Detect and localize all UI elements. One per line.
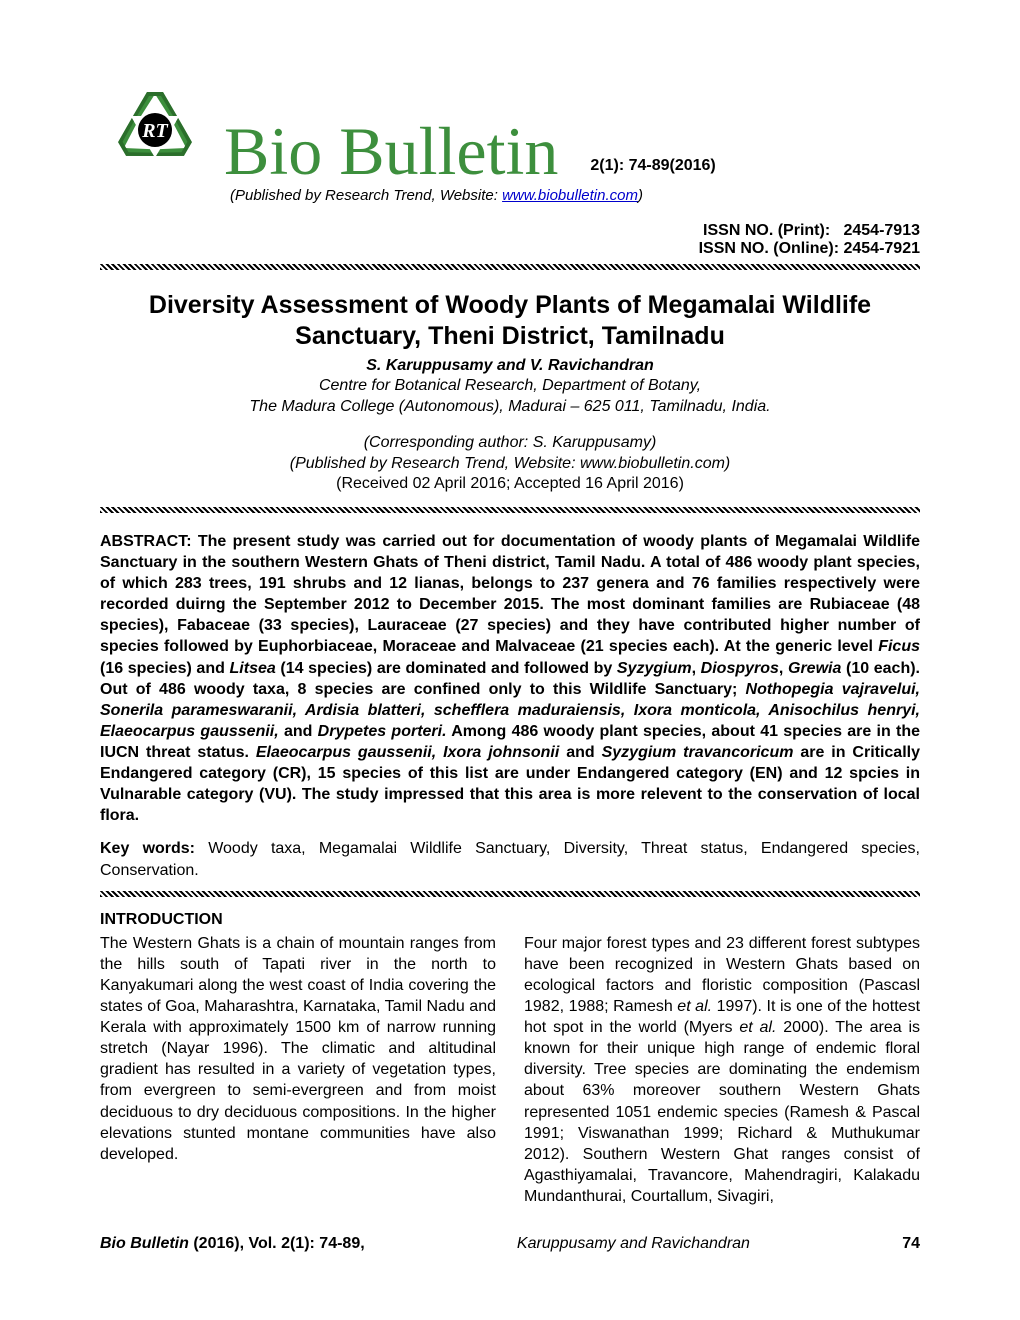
rule-bottom xyxy=(100,891,920,897)
journal-logo: RT xyxy=(100,80,210,185)
issn-block: ISSN NO. (Print): 2454-7913 ISSN NO. (On… xyxy=(100,222,920,258)
page: RT Bio Bulletin 2(1): 74-89(2016) (Publi… xyxy=(0,0,1020,1320)
publisher-suffix: ) xyxy=(638,187,643,204)
svg-text:RT: RT xyxy=(141,120,168,142)
issn-online-label: ISSN NO. (Online): xyxy=(699,240,839,257)
issn-print-label: ISSN NO. (Print): xyxy=(703,222,830,239)
body-columns: The Western Ghats is a chain of mountain… xyxy=(100,933,920,1207)
keywords-label: Key words: xyxy=(100,840,208,857)
introduction-heading: INTRODUCTION xyxy=(100,911,920,929)
footer-citation: Bio Bulletin (2016), Vol. 2(1): 74-89, xyxy=(100,1235,365,1253)
authors: S. Karuppusamy and V. Ravichandran xyxy=(100,357,920,375)
article-title: Diversity Assessment of Woody Plants of … xyxy=(100,290,920,353)
affiliation-line-1: Centre for Botanical Research, Departmen… xyxy=(100,375,920,397)
footer-page-number: 74 xyxy=(902,1235,920,1253)
issn-print: ISSN NO. (Print): 2454-7913 xyxy=(100,222,920,240)
rule-top xyxy=(100,264,920,270)
journal-title: Bio Bulletin xyxy=(224,117,558,185)
page-footer: Bio Bulletin (2016), Vol. 2(1): 74-89, K… xyxy=(100,1235,920,1253)
abstract-label: ABSTRACT: xyxy=(100,533,198,550)
journal-header: RT Bio Bulletin 2(1): 74-89(2016) xyxy=(100,80,920,185)
issn-online-value: 2454-7921 xyxy=(843,240,920,257)
rule-mid xyxy=(100,507,920,513)
abstract: ABSTRACT: The present study was carried … xyxy=(100,531,920,827)
published-by-line: (Published by Research Trend, Website: w… xyxy=(100,453,920,475)
footer-authors: Karuppusamy and Ravichandran xyxy=(517,1235,750,1253)
publisher-link[interactable]: www.biobulletin.com xyxy=(502,187,638,204)
issue-info: 2(1): 74-89(2016) xyxy=(590,157,715,185)
abstract-body: The present study was carried out for do… xyxy=(100,533,920,824)
corresponding-author: (Corresponding author: S. Karuppusamy) xyxy=(100,432,920,454)
publisher-line: (Published by Research Trend, Website: w… xyxy=(230,187,920,204)
keywords: Key words: Woody taxa, Megamalai Wildlif… xyxy=(100,838,920,880)
received-accepted: (Received 02 April 2016; Accepted 16 Apr… xyxy=(100,475,920,493)
publisher-prefix: (Published by Research Trend, Website: xyxy=(230,187,502,204)
column-right: Four major forest types and 23 different… xyxy=(524,933,920,1207)
issn-online: ISSN NO. (Online): 2454-7921 xyxy=(100,240,920,258)
issn-print-value: 2454-7913 xyxy=(843,222,920,239)
keywords-text: Woody taxa, Megamalai Wildlife Sanctuary… xyxy=(100,840,920,878)
column-left: The Western Ghats is a chain of mountain… xyxy=(100,933,496,1207)
affiliation-line-2: The Madura College (Autonomous), Madurai… xyxy=(100,396,920,418)
